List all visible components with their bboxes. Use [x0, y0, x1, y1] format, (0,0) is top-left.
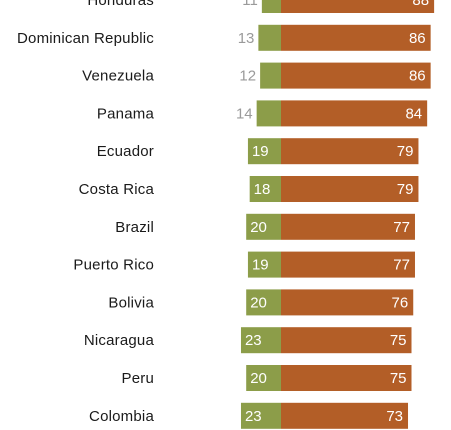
data-label-green: 12: [239, 68, 256, 85]
bar-green: [246, 365, 281, 391]
category-label: Nicaragua: [84, 332, 155, 349]
category-label: Colombia: [89, 408, 154, 425]
data-label-brown: 86: [409, 30, 426, 47]
bar-green: [247, 251, 281, 278]
category-label: Peru: [122, 370, 155, 387]
category-label: Puerto Rico: [73, 257, 154, 274]
data-label-brown: 79: [397, 143, 414, 160]
bar-green: [256, 100, 281, 127]
bar-green: [247, 138, 281, 165]
bar-green: [240, 402, 281, 429]
bar-brown: [281, 24, 431, 51]
bar-brown: [281, 176, 419, 202]
data-label-brown: 75: [390, 370, 407, 387]
bar-brown: [281, 62, 431, 89]
category-label: Bolivia: [108, 294, 154, 311]
data-label-green: 23: [245, 332, 262, 349]
bar-brown: [281, 327, 412, 354]
data-label-brown: 84: [405, 105, 422, 122]
bar-brown: [281, 402, 409, 429]
category-label: Venezuela: [82, 68, 154, 85]
bar-green: [260, 62, 281, 89]
data-label-green: 18: [254, 181, 271, 198]
data-label-green: 20: [250, 370, 267, 387]
bar-brown: [281, 138, 419, 165]
bar-brown: [281, 365, 412, 391]
data-label-brown: 73: [386, 408, 403, 425]
data-label-brown: 75: [390, 332, 407, 349]
bar-green: [246, 289, 281, 316]
chart-rows: Honduras 11 88 Dominican Republic 13 86 Venezu…: [17, 0, 435, 429]
data-label-brown: 76: [392, 294, 409, 311]
bar-brown: [281, 289, 414, 316]
data-label-green: 11: [242, 0, 258, 9]
data-label-brown: 79: [397, 181, 414, 198]
bar-green: [249, 176, 281, 202]
data-label-brown: 86: [409, 68, 426, 85]
category-label: Ecuador: [97, 143, 154, 160]
data-label-green: 20: [250, 219, 267, 236]
category-label: Honduras: [87, 0, 154, 9]
data-label-green: 19: [252, 143, 269, 160]
bar-green: [258, 24, 281, 51]
category-label: Brazil: [115, 219, 154, 236]
category-label: Costa Rica: [79, 181, 155, 198]
bar-brown: [281, 0, 435, 13]
data-label-green: 13: [238, 30, 255, 47]
data-label-brown: 77: [393, 219, 410, 236]
data-label-green: 19: [252, 257, 269, 274]
bar-brown: [281, 100, 428, 127]
category-label: Panama: [97, 105, 155, 122]
data-label-green: 20: [250, 294, 267, 311]
bar-green: [240, 327, 281, 354]
data-label-green: 23: [245, 408, 262, 425]
data-label-brown: 77: [393, 257, 410, 274]
bar-brown: [281, 213, 415, 240]
data-label-green: 14: [236, 105, 253, 122]
bar-green: [246, 213, 281, 240]
data-label-brown: 88: [412, 0, 429, 9]
bar-green: [261, 0, 281, 13]
bar-brown: [281, 251, 415, 278]
category-label: Dominican Republic: [17, 30, 154, 47]
